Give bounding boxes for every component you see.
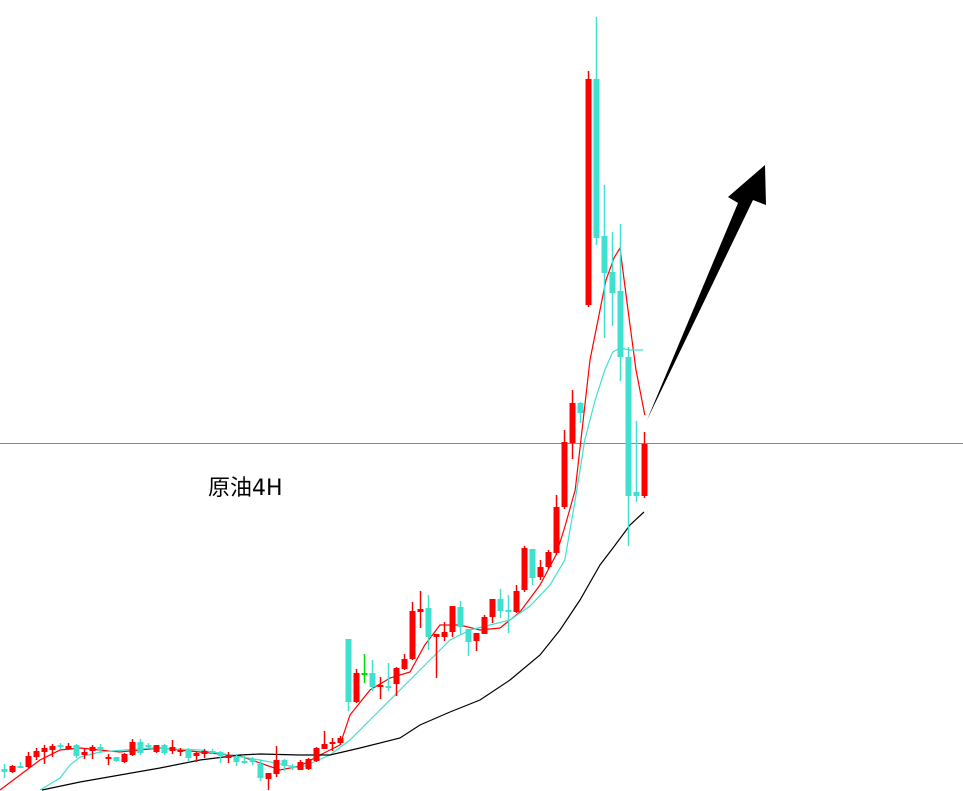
candle-up (169, 747, 176, 751)
candle-up (417, 609, 424, 612)
candle-up (121, 754, 128, 762)
candle-up (545, 552, 552, 567)
candle-up (225, 755, 232, 758)
candle-down (145, 745, 152, 747)
candle-down (617, 291, 624, 357)
candle-up (193, 753, 200, 756)
candle-down (497, 599, 504, 611)
candle-up (481, 617, 488, 634)
candle-up (441, 632, 448, 637)
candle-up (201, 751, 208, 754)
candle-down (113, 757, 120, 761)
candle-up (9, 766, 16, 772)
candle-up (329, 742, 336, 744)
candle-up (353, 673, 360, 702)
candle-down (529, 549, 536, 578)
candle-up (313, 748, 320, 761)
candle-up (513, 591, 520, 612)
candle-up (25, 756, 32, 767)
candle-down (17, 766, 24, 768)
candle-down (1, 769, 8, 772)
candle-up (33, 751, 40, 757)
candle-up (89, 747, 96, 751)
candle-down (57, 745, 64, 747)
candle-down (209, 751, 216, 753)
candle-down (281, 760, 288, 766)
candle-down (361, 673, 368, 675)
candle-up (105, 757, 112, 759)
candle-up (393, 668, 400, 684)
candle-up (561, 442, 568, 507)
candle-up (129, 742, 136, 755)
candle-down (161, 745, 168, 753)
candle-down (249, 759, 256, 762)
candle-up (401, 659, 408, 669)
candle-down (369, 673, 376, 687)
candle-up (537, 567, 544, 577)
candle-up (265, 773, 272, 779)
candle-down (457, 607, 464, 627)
candle-down (609, 272, 616, 293)
candle-up (337, 738, 344, 743)
candle-up (153, 745, 160, 752)
candle-down (625, 357, 632, 496)
candle-up (321, 744, 328, 749)
candle-up (473, 633, 480, 641)
trend-arrow-icon (647, 165, 766, 420)
candle-down (577, 403, 584, 413)
candle-down (217, 752, 224, 756)
candle-down (97, 747, 104, 750)
candle-down (73, 745, 80, 756)
candle-down (505, 610, 512, 612)
candle-down (137, 742, 144, 753)
ma-fast-line (0, 246, 646, 791)
candle-down (185, 749, 192, 758)
candle-down (385, 686, 392, 688)
candle-up (41, 748, 48, 752)
candle-up (305, 759, 312, 769)
candle-up (569, 403, 576, 443)
candle-down (465, 629, 472, 642)
candle-down (601, 236, 608, 273)
candle-down (289, 766, 296, 768)
candle-down (257, 764, 264, 778)
candle-down (633, 492, 640, 496)
ma-slow-line (41, 511, 645, 791)
candle-up (49, 746, 56, 750)
candle-up (377, 685, 384, 687)
candle-up (177, 750, 184, 752)
ma-mid-line (39, 347, 644, 791)
candle-up (297, 762, 304, 770)
candle-up (641, 444, 648, 496)
candle-down (241, 761, 248, 763)
candle-up (449, 606, 456, 632)
candle-down (233, 757, 240, 762)
candle-up (433, 634, 440, 637)
candle-up (489, 599, 496, 617)
candle-up (585, 79, 592, 305)
candle-down (593, 79, 600, 238)
candle-up (409, 611, 416, 659)
candle-up (273, 760, 280, 774)
candle-up (553, 507, 560, 553)
candle-down (345, 639, 352, 702)
candle-up (65, 746, 72, 749)
candle-up (521, 548, 528, 590)
candle-down (425, 608, 432, 637)
chart-title: 原油4H (208, 476, 283, 501)
candle-up (81, 752, 88, 755)
